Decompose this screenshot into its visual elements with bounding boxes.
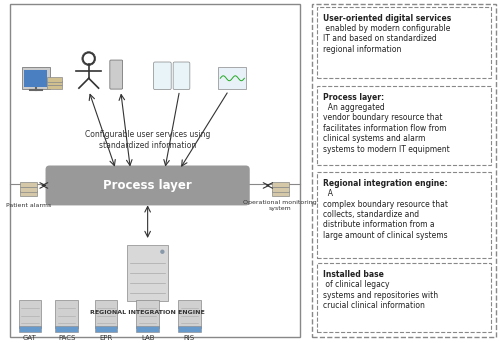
FancyBboxPatch shape [178,326,201,332]
Text: REGIONAL INTEGRATION ENGINE: REGIONAL INTEGRATION ENGINE [90,310,205,315]
Text: EPR: EPR [100,334,112,341]
FancyBboxPatch shape [312,4,496,337]
Text: Configurable user services using
standardized information: Configurable user services using standar… [85,130,210,150]
Text: Operational monitoring
system: Operational monitoring system [244,200,317,211]
FancyBboxPatch shape [94,299,117,328]
FancyBboxPatch shape [47,85,62,89]
Text: Patient alarms: Patient alarms [6,203,51,208]
FancyBboxPatch shape [317,263,491,332]
FancyBboxPatch shape [47,77,62,82]
FancyBboxPatch shape [110,60,122,89]
FancyBboxPatch shape [218,67,246,88]
Text: Process layer: Process layer [104,179,192,192]
FancyBboxPatch shape [136,299,159,328]
Text: RIS: RIS [184,334,195,341]
Text: GAT: GAT [23,334,37,341]
FancyBboxPatch shape [18,326,41,332]
Text: enabled by modern configurable
IT and based on standardized
regional information: enabled by modern configurable IT and ba… [323,24,450,54]
FancyBboxPatch shape [136,326,159,332]
Text: of clinical legacy
systems and repositories with
crucial clinical information: of clinical legacy systems and repositor… [323,280,438,310]
FancyBboxPatch shape [178,299,201,328]
Text: Installed base: Installed base [323,271,384,280]
Text: Process layer:: Process layer: [323,93,384,102]
FancyBboxPatch shape [272,191,288,196]
Text: LAB: LAB [141,334,154,341]
Circle shape [83,52,94,64]
Text: PACS: PACS [58,334,76,341]
FancyBboxPatch shape [127,245,168,301]
FancyBboxPatch shape [24,70,48,87]
FancyBboxPatch shape [272,187,288,192]
FancyBboxPatch shape [317,172,491,258]
FancyBboxPatch shape [20,191,36,196]
Text: An aggregated
vendor boundary resource that
facilitates information flow from
cl: An aggregated vendor boundary resource t… [323,103,450,154]
FancyBboxPatch shape [154,62,171,90]
Text: User-oriented digital services: User-oriented digital services [323,14,451,23]
FancyBboxPatch shape [22,67,50,88]
FancyBboxPatch shape [94,326,117,332]
Text: A
complex boundary resource that
collects, standardize and
distribute informatio: A complex boundary resource that collect… [323,189,448,240]
Circle shape [161,250,164,253]
FancyBboxPatch shape [317,86,491,165]
FancyBboxPatch shape [46,165,250,205]
FancyBboxPatch shape [56,299,78,328]
FancyBboxPatch shape [20,187,36,192]
FancyBboxPatch shape [47,81,62,85]
FancyBboxPatch shape [272,182,288,187]
FancyBboxPatch shape [317,7,491,78]
Text: Regional integration engine:: Regional integration engine: [323,179,448,188]
FancyBboxPatch shape [10,4,300,337]
FancyBboxPatch shape [173,62,190,90]
FancyBboxPatch shape [56,326,78,332]
FancyBboxPatch shape [18,299,41,328]
FancyBboxPatch shape [20,182,36,187]
